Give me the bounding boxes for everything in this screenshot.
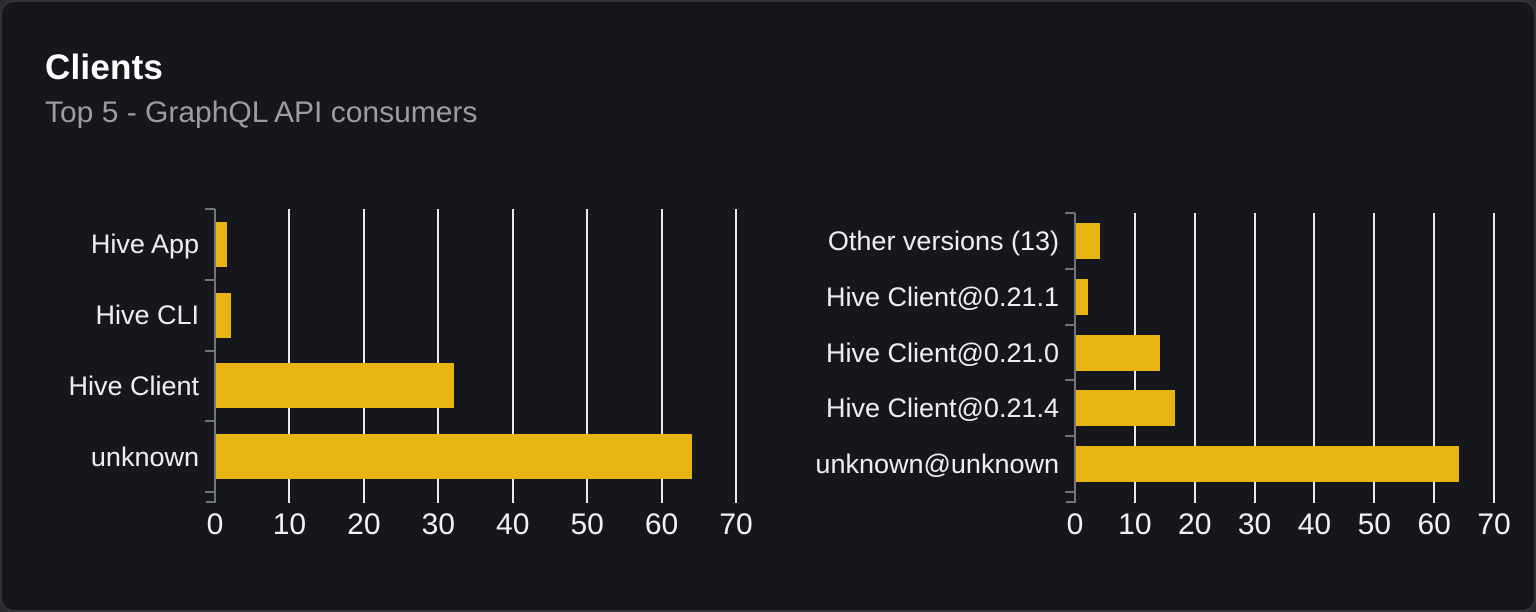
category-label: Hive Client [68, 370, 199, 401]
bar-hive-client-0.21.0[interactable] [1076, 334, 1160, 371]
bar-other-versions-13-[interactable] [1076, 222, 1100, 259]
x-axis-label-10: 10 [272, 508, 307, 541]
x-axis-label-20: 20 [1178, 508, 1212, 541]
bar-unknown[interactable] [216, 434, 693, 480]
x-axis-tick [362, 492, 365, 503]
x-axis-label-30: 30 [421, 508, 455, 541]
gridline-50 [586, 209, 589, 492]
x-axis-tick [1133, 492, 1136, 503]
category-label: Hive CLI [95, 300, 199, 331]
gridline-60 [1433, 213, 1436, 492]
category-label: Hive Client@0.21.0 [825, 337, 1059, 368]
y-axis-tick [205, 278, 215, 281]
x-axis-label-70: 70 [1477, 508, 1511, 541]
gridline-40 [511, 209, 514, 492]
gridline-40 [1313, 213, 1316, 492]
bar-chart-clients: 0 10 20 30 40 50 60 70 Hive App Hive CLI Hive Clie… [68, 208, 753, 541]
gridline-70 [1493, 213, 1495, 492]
x-axis-label-50: 50 [570, 508, 604, 541]
x-axis-label-40: 40 [496, 508, 530, 541]
bar-hive-client[interactable] [216, 363, 455, 409]
y-axis-tick [205, 491, 215, 493]
y-axis-tick [1065, 379, 1075, 382]
y-axis-tick [1065, 435, 1075, 438]
x-axis-tick [586, 492, 589, 503]
bar-hive-client-0.21.4[interactable] [1076, 390, 1175, 427]
x-axis-tick [660, 492, 663, 503]
bar-hive-client-0.21.1[interactable] [1076, 278, 1088, 315]
x-axis-label-0: 0 [1066, 508, 1084, 541]
y-axis-tick [1065, 323, 1075, 326]
gridline-20 [362, 209, 365, 492]
bar-hive-app[interactable] [216, 221, 228, 267]
x-axis-tick [288, 492, 291, 503]
gridline-30 [437, 209, 440, 492]
gridline-20 [1193, 213, 1196, 492]
x-axis-label-30: 30 [1237, 508, 1272, 541]
x-axis-label-60: 60 [644, 508, 679, 541]
y-axis-tick [205, 349, 215, 352]
x-axis-tick [1493, 492, 1495, 503]
x-axis-label-10: 10 [1118, 508, 1152, 541]
gridline-10 [288, 209, 291, 492]
x-axis-label-70: 70 [719, 508, 753, 541]
y-axis-end-tick [1066, 501, 1075, 503]
y-axis-tick [205, 208, 215, 210]
x-axis-tick [437, 492, 440, 503]
category-label: unknown [90, 441, 199, 472]
x-axis-tick [1253, 492, 1256, 503]
y-axis-tick [205, 420, 215, 423]
y-axis-tick [1065, 491, 1075, 493]
x-axis-tick [1373, 492, 1376, 503]
y-axis-end-tick [206, 501, 215, 503]
bar-unknown-unknown[interactable] [1076, 446, 1460, 483]
gridline-30 [1253, 213, 1256, 492]
category-label: unknown@unknown [815, 449, 1059, 480]
x-axis-tick [1193, 492, 1196, 503]
x-axis-label-0: 0 [206, 508, 224, 541]
category-label: Hive App [90, 229, 199, 260]
x-axis-tick [735, 492, 737, 503]
y-axis-tick [1065, 267, 1075, 270]
bar-chart-client-versions: 0 10 20 30 40 50 60 70 Other versions (13) Hive C… [815, 212, 1511, 541]
y-axis-line [214, 209, 216, 503]
gridline-70 [735, 209, 737, 492]
bar-hive-cli[interactable] [216, 292, 231, 338]
page-title: Clients [45, 48, 164, 87]
y-axis-tick [1065, 212, 1075, 214]
x-axis-tick [1313, 492, 1316, 503]
category-label: Other versions (13) [827, 225, 1059, 256]
gridline-50 [1373, 213, 1376, 492]
category-label: Hive Client@0.21.1 [825, 281, 1059, 312]
x-axis-label-50: 50 [1357, 508, 1391, 541]
x-axis-tick [511, 492, 514, 503]
y-axis-line [1074, 213, 1076, 503]
category-label: Hive Client@0.21.4 [825, 393, 1059, 424]
x-axis-label-60: 60 [1417, 508, 1451, 541]
gridline-60 [660, 209, 663, 492]
x-axis-tick [1433, 492, 1436, 503]
x-axis-label-40: 40 [1297, 508, 1332, 541]
x-axis-label-20: 20 [347, 508, 381, 541]
page-subtitle: Top 5 - GraphQL API consumers [45, 96, 478, 129]
